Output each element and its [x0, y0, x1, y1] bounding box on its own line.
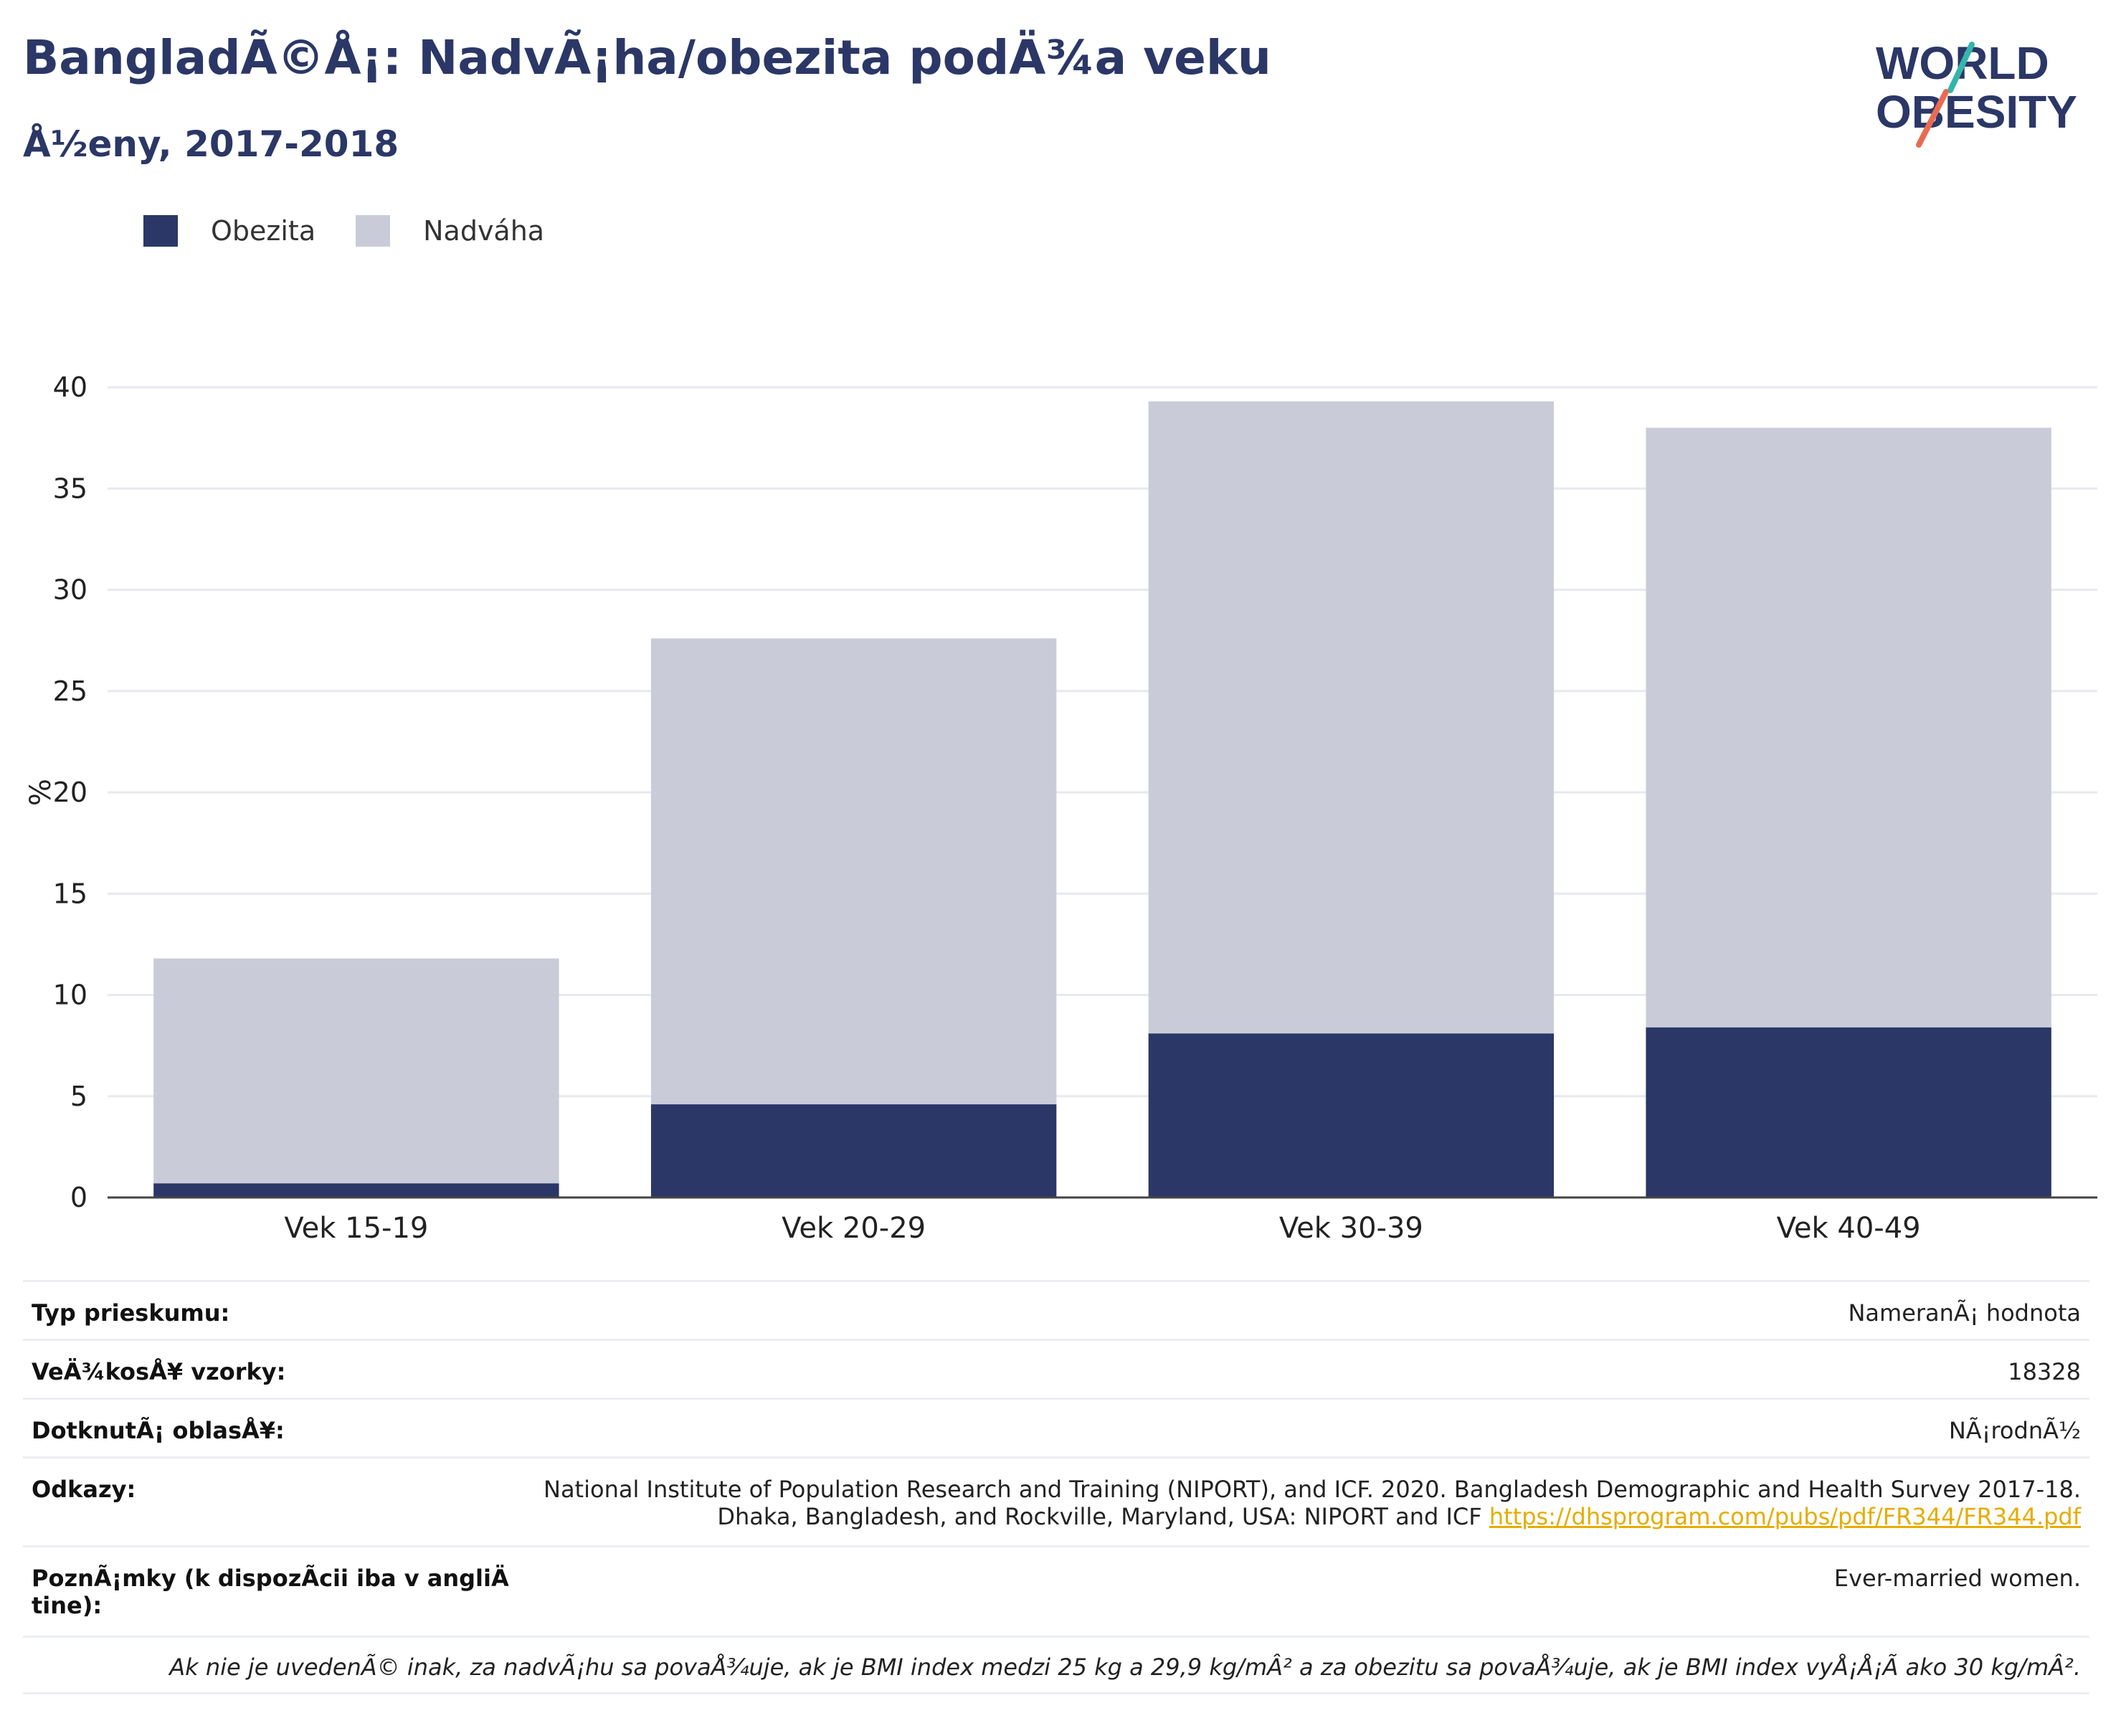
bar-obezita — [1646, 1027, 2051, 1197]
info-table: Typ prieskumu: NameranÃ¡ hodnota VeÄ¾kos… — [23, 1280, 2089, 1694]
survey-type-value: NameranÃ¡ hodnota — [1848, 1299, 2081, 1327]
legend-swatch-obezita — [143, 215, 178, 247]
bar-nadv-ha — [1148, 401, 1555, 1034]
bar-chart: 0 5 10 15 20 25 30 35 40% Vek 15-19 Vek 20-29 Vek 3… — [24, 371, 2097, 1245]
legend-swatch-nadvaha — [356, 215, 391, 247]
notes-label-line1: PoznÃ¡mky (k dispozÃcii iba v angliÄ — [32, 1565, 509, 1592]
legend-item-nadvaha[interactable]: Nadváha — [356, 215, 544, 247]
x-tick-label: Vek 40-49 — [1777, 1212, 1921, 1245]
bar-nadv-ha — [153, 958, 559, 1184]
bar-nadv-ha — [650, 638, 1057, 1105]
bar-nadv-ha — [1646, 427, 2051, 1028]
notes-label: PoznÃ¡mky (k dispozÃcii iba v angliÄ tin… — [32, 1565, 509, 1636]
references-label: Odkazy: — [32, 1476, 136, 1503]
x-tick-label: Vek 15-19 — [284, 1212, 428, 1245]
survey-type-label: Typ prieskumu: — [32, 1299, 230, 1327]
y-tick-label: 30 — [53, 574, 87, 606]
sample-size-label: VeÄ¾kosÅ¥ vzorky: — [32, 1358, 286, 1385]
logo-text-obesity: OBESITY — [1876, 86, 2077, 138]
sample-size-value: 18328 — [2008, 1358, 2081, 1385]
bar-obezita — [1148, 1033, 1555, 1197]
x-tick-label: Vek 30-39 — [1279, 1212, 1423, 1245]
y-tick-label: 20 — [53, 777, 87, 808]
chart-title: BangladÃ©Å¡: NadvÃ¡ha/obezita podÄ¾a vek… — [23, 30, 1271, 85]
legend: Obezita Nadváha — [143, 215, 584, 247]
info-row-references: Odkazy: National Institute of Population… — [23, 1456, 2089, 1545]
area-label: DotknutÃ¡ oblasÅ¥: — [32, 1417, 285, 1444]
legend-label-obezita: Obezita — [211, 215, 316, 247]
references-value: National Institute of Population Researc… — [544, 1476, 2081, 1545]
area-value: NÃ¡rodnÃ½ — [1948, 1417, 2081, 1444]
references-link[interactable]: https://dhsprogram.com/pubs/pdf/FR344/FR… — [1489, 1503, 2081, 1530]
info-row-survey-type: Typ prieskumu: NameranÃ¡ hodnota — [23, 1280, 2089, 1339]
info-row-area: DotknutÃ¡ oblasÅ¥: NÃ¡rodnÃ½ — [23, 1398, 2089, 1456]
bar-obezita — [650, 1104, 1057, 1197]
notes-label-line2: tine): — [32, 1592, 103, 1619]
bar-obezita — [153, 1183, 559, 1197]
logo-slash-teal — [1947, 42, 1975, 93]
y-tick-label: 5 — [70, 1081, 87, 1112]
y-tick-label: 10 — [53, 980, 87, 1011]
footnote: Ak nie je uvedenÃ© inak, za nadvÃ¡hu sa … — [23, 1636, 2089, 1694]
references-line1: National Institute of Population Researc… — [544, 1476, 2081, 1503]
logo-slash-coral — [1916, 89, 1949, 148]
y-tick-label: 35 — [53, 473, 87, 504]
y-tick-label: 40 — [53, 371, 87, 403]
legend-item-obezita[interactable]: Obezita — [143, 215, 315, 247]
notes-value: Ever-married women. — [1833, 1565, 2081, 1592]
info-row-sample-size: VeÄ¾kosÅ¥ vzorky: 18328 — [23, 1339, 2089, 1398]
legend-label-nadvaha: Nadváha — [423, 215, 545, 247]
chart-subtitle: Å½eny, 2017-2018 — [23, 123, 399, 165]
references-line2: Dhaka, Bangladesh, and Rockville, Maryla… — [717, 1503, 1482, 1530]
x-tick-label: Vek 20-29 — [782, 1212, 926, 1245]
y-tick-label: 0 — [70, 1182, 87, 1213]
y-tick-label: 15 — [53, 878, 87, 909]
y-tick-label: 25 — [53, 675, 87, 707]
world-obesity-logo: WORLD OBESITY — [1876, 37, 2077, 148]
y-axis-label: % — [24, 779, 57, 806]
info-row-notes: PoznÃ¡mky (k dispozÃcii iba v angliÄ tin… — [23, 1545, 2089, 1636]
